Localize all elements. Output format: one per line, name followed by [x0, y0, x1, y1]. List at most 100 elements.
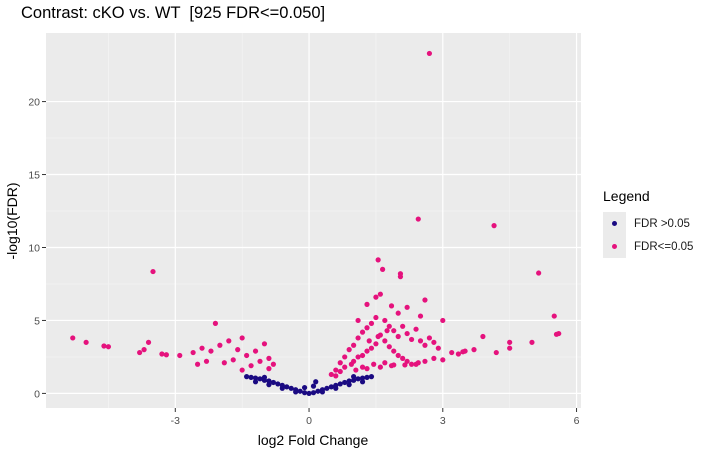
point-fdr-le: [190, 349, 196, 356]
point-fdr-le: [408, 361, 415, 367]
point-fdr-le: [422, 297, 428, 303]
point-fdr-le: [359, 364, 366, 370]
legend-key: [603, 212, 626, 235]
point-fdr-gt: [261, 374, 268, 380]
point-fdr-le: [355, 317, 361, 324]
point-fdr-le: [252, 348, 259, 354]
point-fdr-gt: [359, 379, 366, 385]
point-fdr-le: [364, 348, 370, 354]
point-fdr-gt: [313, 379, 319, 385]
point-fdr-le: [163, 352, 169, 358]
point-fdr-gt: [346, 378, 352, 384]
point-fdr-le: [194, 361, 201, 367]
point-fdr-le: [553, 331, 560, 337]
point-fdr-le: [353, 367, 359, 373]
point-fdr-le: [145, 339, 152, 345]
point-fdr-le: [266, 355, 272, 361]
point-fdr-le: [449, 349, 455, 356]
legend-dot-icon: [612, 244, 617, 249]
legend-title: Legend: [603, 188, 650, 204]
point-fdr-gt: [297, 388, 303, 394]
point-fdr-le: [404, 304, 410, 310]
point-fdr-le: [221, 360, 227, 366]
point-fdr-gt: [266, 378, 272, 384]
point-fdr-gt: [337, 381, 343, 387]
point-fdr-gt: [284, 384, 290, 390]
point-fdr-le: [426, 335, 433, 341]
x-tick-label: 3: [440, 415, 446, 427]
point-fdr-le: [388, 303, 395, 309]
point-fdr-gt: [359, 375, 366, 381]
point-fdr-le: [137, 349, 143, 356]
point-fdr-le: [351, 342, 357, 348]
point-fdr-le: [382, 317, 388, 324]
point-fdr-le: [364, 301, 370, 308]
point-fdr-le: [395, 310, 401, 316]
point-fdr-gt: [252, 379, 259, 385]
point-fdr-le: [493, 349, 499, 356]
point-fdr-le: [388, 363, 395, 369]
point-fdr-gt: [351, 377, 357, 383]
point-fdr-gt: [324, 385, 330, 391]
point-fdr-le: [235, 347, 241, 353]
point-fdr-le: [440, 317, 446, 324]
point-fdr-gt: [342, 379, 348, 386]
point-fdr-le: [270, 361, 276, 367]
point-fdr-le: [177, 352, 183, 359]
y-tick-label: 20: [28, 97, 40, 109]
point-fdr-gt: [248, 374, 254, 380]
point-fdr-le: [208, 348, 214, 354]
point-fdr-le: [159, 351, 165, 357]
point-fdr-le: [395, 333, 401, 340]
point-fdr-le: [377, 364, 383, 370]
point-fdr-le: [328, 371, 334, 378]
point-fdr-gt: [288, 385, 294, 391]
point-fdr-le: [355, 354, 361, 360]
point-fdr-le: [257, 358, 263, 364]
point-fdr-le: [408, 336, 415, 343]
point-fdr-le: [230, 357, 236, 363]
point-fdr-le: [471, 347, 477, 353]
point-fdr-le: [105, 344, 112, 350]
point-fdr-gt: [364, 374, 370, 380]
major-gridlines: [46, 33, 581, 408]
point-fdr-le: [507, 345, 513, 351]
chart-title: Contrast: cKO vs. WT [925 FDR<=0.050]: [21, 4, 326, 22]
point-fdr-le: [150, 268, 156, 275]
point-fdr-le: [415, 360, 421, 366]
legend-dot-icon: [612, 221, 617, 226]
point-fdr-le: [529, 339, 535, 345]
point-fdr-le: [364, 325, 370, 331]
point-fdr-le: [380, 266, 386, 272]
y-tick-label: 15: [28, 170, 40, 182]
legend-item-fdr-gt: FDR >0.05: [603, 212, 693, 235]
legend-item-fdr-le: FDR<=0.05: [603, 235, 693, 258]
y-tick-label: 5: [34, 315, 40, 327]
point-fdr-le: [342, 354, 348, 360]
point-fdr-le: [440, 357, 446, 363]
point-fdr-le: [431, 339, 437, 345]
point-fdr-gt: [244, 374, 250, 380]
point-fdr-le: [397, 271, 404, 277]
point-fdr-le: [226, 338, 232, 344]
point-fdr-gt: [333, 385, 339, 391]
point-fdr-gt: [301, 384, 308, 391]
point-fdr-le: [373, 314, 379, 321]
point-fdr-le: [83, 339, 89, 345]
point-fdr-le: [239, 367, 245, 373]
point-fdr-gt: [266, 382, 272, 388]
point-fdr-le: [417, 338, 424, 344]
point-fdr-le: [364, 366, 370, 372]
point-fdr-le: [217, 342, 223, 348]
point-fdr-gt: [310, 383, 317, 389]
point-fdr-le: [359, 352, 366, 359]
point-fdr-le: [431, 355, 437, 361]
point-fdr-gt: [306, 390, 312, 397]
point-fdr-le: [333, 367, 339, 373]
point-fdr-le: [244, 352, 250, 359]
plot-panel: [46, 33, 581, 408]
data-points: [70, 50, 562, 397]
point-fdr-le: [400, 355, 406, 361]
tick-labels: -3 0 3 6 0 5 10 15 20: [28, 97, 579, 427]
